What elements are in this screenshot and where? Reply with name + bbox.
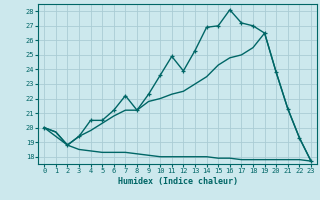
- X-axis label: Humidex (Indice chaleur): Humidex (Indice chaleur): [118, 177, 238, 186]
